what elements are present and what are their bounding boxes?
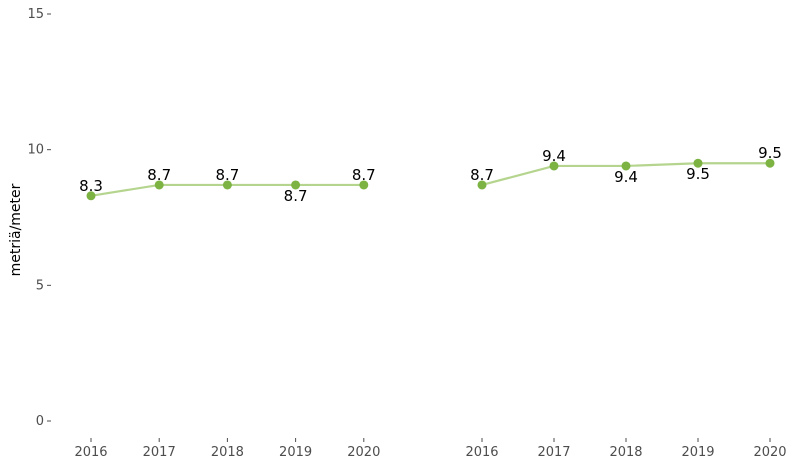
- data-point: [621, 161, 631, 171]
- panel-1: 8.3 2016 8.7 2017 8.7 2018 8.7 2019 8.7 2020: [74, 166, 380, 460]
- panel-2: 8.7 2016 9.4 2017 9.4 2018 9.5 2019 9.5 2020: [465, 144, 786, 460]
- chart-panels: 8.3 2016 8.7 2017 8.7 2018 8.7 2019 8.7 2020 8.7 20…: [74, 144, 786, 460]
- data-point: [291, 180, 301, 190]
- y-axis-label: metriä/meter: [8, 183, 24, 276]
- data-label: 8.7: [284, 187, 308, 205]
- x-tick-label: 2016: [74, 445, 107, 460]
- data-point: [765, 158, 775, 168]
- x-tick-label: 2018: [609, 445, 642, 460]
- data-point: [477, 180, 487, 190]
- x-tick-label: 2020: [347, 445, 380, 460]
- data-point: [222, 180, 232, 190]
- data-label: 8.3: [79, 177, 103, 195]
- data-label: 9.4: [542, 147, 566, 165]
- x-tick-label: 2017: [537, 445, 570, 460]
- y-tick-label: 15: [27, 7, 44, 22]
- data-label: 8.7: [352, 166, 376, 184]
- x-tick-label: 2020: [753, 445, 786, 460]
- x-tick-label: 2019: [279, 445, 312, 460]
- x-tick-label: 2016: [465, 445, 498, 460]
- data-label: 8.7: [215, 166, 239, 184]
- x-tick-label: 2018: [211, 445, 244, 460]
- data-label: 8.7: [470, 166, 494, 184]
- y-tick-label: 5: [36, 278, 44, 293]
- data-point: [549, 161, 559, 171]
- data-label: 9.5: [758, 144, 782, 162]
- data-label: 8.7: [147, 166, 171, 184]
- y-tick-label: 0: [36, 414, 44, 429]
- data-label: 9.4: [614, 168, 638, 186]
- data-point: [154, 180, 164, 190]
- y-tick-label: 10: [27, 143, 44, 158]
- x-tick-label: 2019: [681, 445, 714, 460]
- x-tick-label: 2017: [143, 445, 176, 460]
- y-axis: 0 5 10 15: [27, 7, 51, 429]
- data-point: [359, 180, 369, 190]
- data-point: [86, 191, 96, 201]
- data-label: 9.5: [686, 165, 710, 183]
- data-point: [693, 158, 703, 168]
